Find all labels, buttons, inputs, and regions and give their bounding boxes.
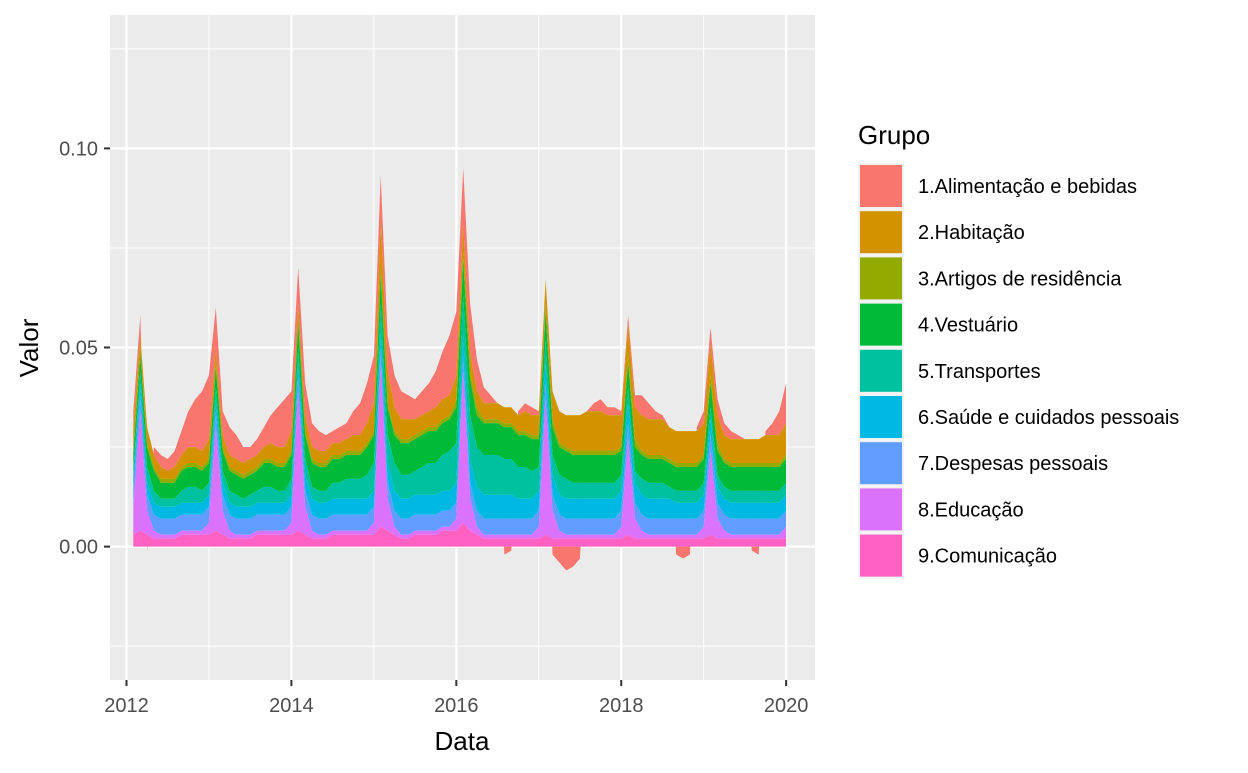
- x-tick-label: 2012: [104, 695, 149, 717]
- legend-label: 3.Artigos de residência: [918, 268, 1122, 290]
- series-areas: [133, 168, 787, 571]
- x-tick-label: 2018: [599, 695, 644, 717]
- area-series-habitacao: [133, 220, 787, 479]
- legend-key-swatch: [860, 257, 902, 300]
- legend-key-swatch: [860, 165, 902, 207]
- legend-key-swatch: [860, 303, 902, 346]
- legend-key-swatch: [860, 488, 902, 531]
- legend-label: 6.Saúde e cuidados pessoais: [918, 407, 1179, 429]
- area-series-transportes: [133, 295, 787, 507]
- x-axis: 2012 2014 2016 2018 2020: [104, 680, 808, 717]
- x-tick-label: 2016: [434, 695, 479, 717]
- legend-label: 5.Transportes: [918, 361, 1041, 383]
- legend: Grupo 1.Alimentação e bebidas 2.Habitação…: [858, 120, 1179, 579]
- y-axis: 0.00 0.05 0.10: [59, 138, 110, 559]
- legend-label: 8.Educação: [918, 499, 1024, 521]
- legend-key-swatch: [860, 211, 902, 254]
- legend-label: 7.Despesas pessoais: [918, 453, 1108, 475]
- area-series-vestuario: [133, 259, 787, 499]
- legend-title: Grupo: [858, 120, 930, 150]
- area-series-educacao: [133, 363, 787, 539]
- legend-label: 9.Comunicação: [918, 546, 1057, 568]
- area-series-saude-e-cuidados-pessoais: [133, 331, 787, 519]
- y-tick-label: 0.00: [59, 537, 98, 559]
- legend-items: 1.Alimentação e bebidas 2.Habitação 3.Arti…: [858, 163, 1179, 579]
- legend-label: 2.Habitação: [918, 222, 1025, 244]
- legend-label: 1.Alimentação e bebidas: [918, 176, 1137, 198]
- y-tick-label: 0.05: [59, 338, 98, 360]
- legend-label: 4.Vestuário: [918, 315, 1018, 337]
- legend-key-swatch: [860, 396, 902, 438]
- area-series-despesas-pessoais: [133, 347, 787, 535]
- legend-key-swatch: [860, 349, 902, 392]
- area-series-comunicacao: [133, 522, 787, 547]
- y-axis-title: Valor: [14, 318, 44, 377]
- legend-key-swatch: [860, 442, 902, 485]
- area-series-artigos-de-residencia: [133, 251, 787, 483]
- x-tick-label: 2020: [764, 695, 809, 717]
- y-tick-label: 0.10: [59, 138, 98, 160]
- area-series-alimentacao-e-bebidas: [133, 168, 787, 571]
- legend-key-swatch: [860, 534, 902, 577]
- x-axis-title: Data: [435, 726, 490, 756]
- x-tick-label: 2014: [269, 695, 314, 717]
